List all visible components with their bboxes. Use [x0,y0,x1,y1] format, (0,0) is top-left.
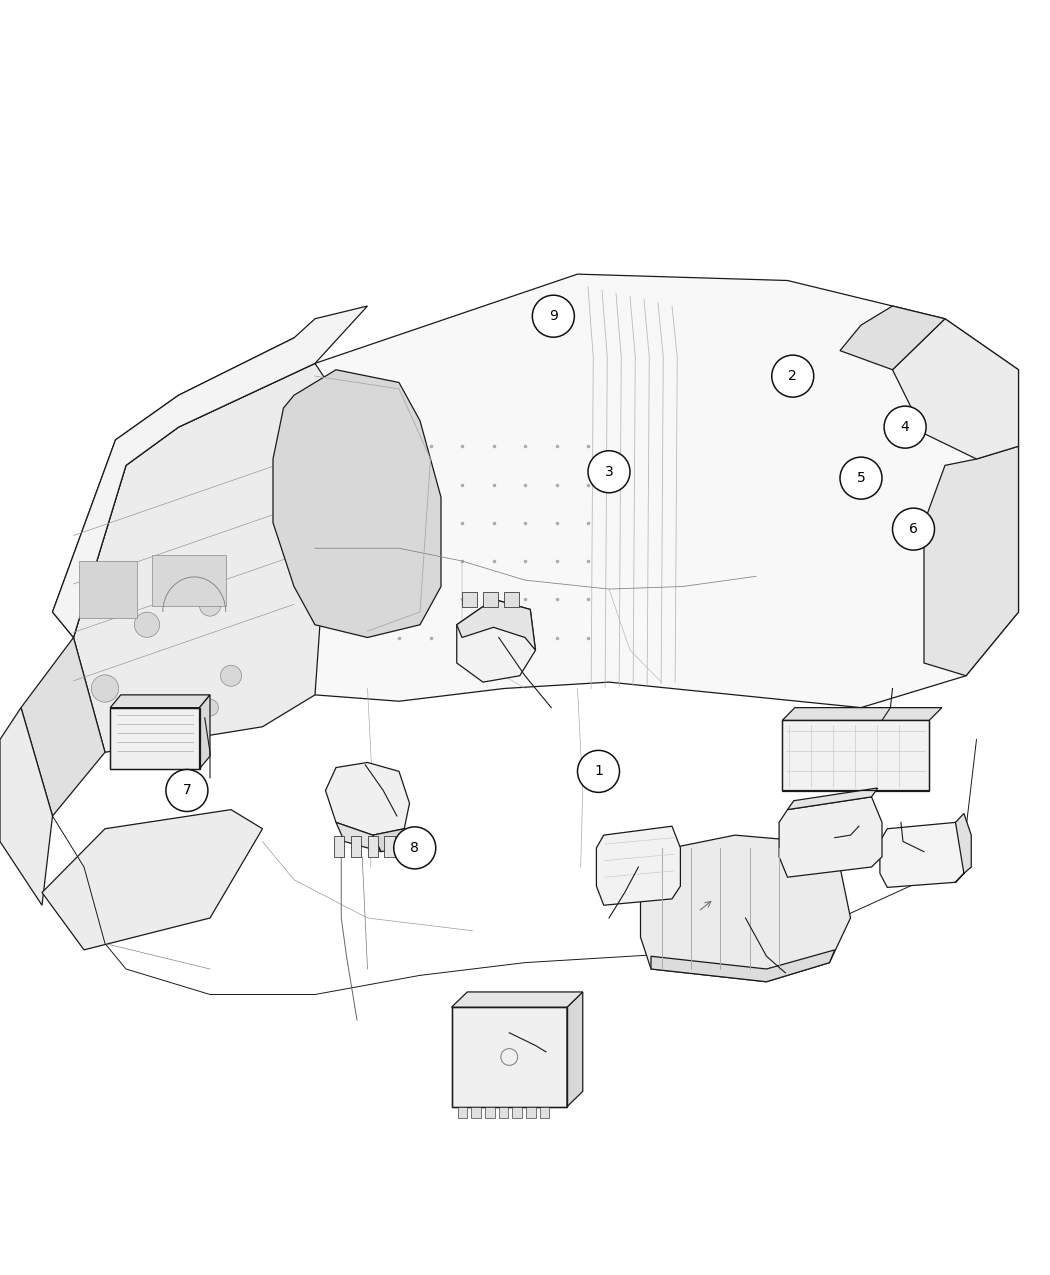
Text: 6: 6 [909,523,918,536]
Polygon shape [373,829,413,852]
Polygon shape [892,319,1018,459]
Circle shape [892,509,934,550]
Polygon shape [452,1007,567,1107]
Circle shape [840,458,882,499]
FancyBboxPatch shape [384,836,395,857]
Polygon shape [52,338,315,638]
Polygon shape [42,810,262,950]
Text: 5: 5 [857,472,865,484]
FancyBboxPatch shape [152,555,226,606]
Circle shape [91,674,119,703]
Polygon shape [567,992,583,1107]
Circle shape [578,751,619,792]
Text: 1: 1 [594,765,603,778]
Text: 2: 2 [789,370,797,382]
Circle shape [220,666,242,686]
Polygon shape [273,370,441,638]
Circle shape [202,699,218,717]
Circle shape [200,595,220,616]
Text: 3: 3 [605,465,613,478]
Polygon shape [452,992,583,1007]
FancyBboxPatch shape [471,1107,481,1118]
Polygon shape [326,762,410,835]
Text: 8: 8 [411,842,419,854]
Polygon shape [640,835,850,982]
Polygon shape [924,446,1018,676]
Polygon shape [956,813,971,882]
Circle shape [532,296,574,337]
Polygon shape [110,695,210,708]
FancyBboxPatch shape [485,1107,495,1118]
Polygon shape [779,797,882,877]
Text: 4: 4 [901,421,909,434]
FancyBboxPatch shape [504,592,519,607]
Polygon shape [200,695,210,769]
Polygon shape [52,306,368,638]
Polygon shape [262,274,1018,708]
Polygon shape [651,950,835,982]
Polygon shape [788,788,878,810]
Polygon shape [596,826,680,905]
Polygon shape [782,708,942,720]
Polygon shape [336,822,381,852]
FancyBboxPatch shape [368,836,378,857]
Polygon shape [21,638,105,816]
FancyBboxPatch shape [499,1107,508,1118]
FancyBboxPatch shape [79,561,136,618]
FancyBboxPatch shape [512,1107,522,1118]
Text: 7: 7 [183,784,191,797]
FancyBboxPatch shape [334,836,344,857]
Polygon shape [782,720,929,790]
FancyBboxPatch shape [351,836,361,857]
Polygon shape [457,599,536,682]
Polygon shape [457,599,536,650]
Circle shape [772,356,814,397]
Circle shape [588,451,630,492]
FancyBboxPatch shape [462,592,477,607]
Polygon shape [880,822,964,887]
Text: 9: 9 [549,310,558,323]
Circle shape [394,827,436,868]
Circle shape [166,770,208,811]
Polygon shape [110,708,200,769]
Circle shape [136,717,158,737]
FancyBboxPatch shape [526,1107,536,1118]
FancyBboxPatch shape [483,592,498,607]
Polygon shape [74,363,336,752]
FancyBboxPatch shape [540,1107,549,1118]
Circle shape [884,407,926,448]
Polygon shape [840,306,945,370]
FancyBboxPatch shape [458,1107,467,1118]
Polygon shape [0,708,52,905]
Circle shape [134,612,160,638]
